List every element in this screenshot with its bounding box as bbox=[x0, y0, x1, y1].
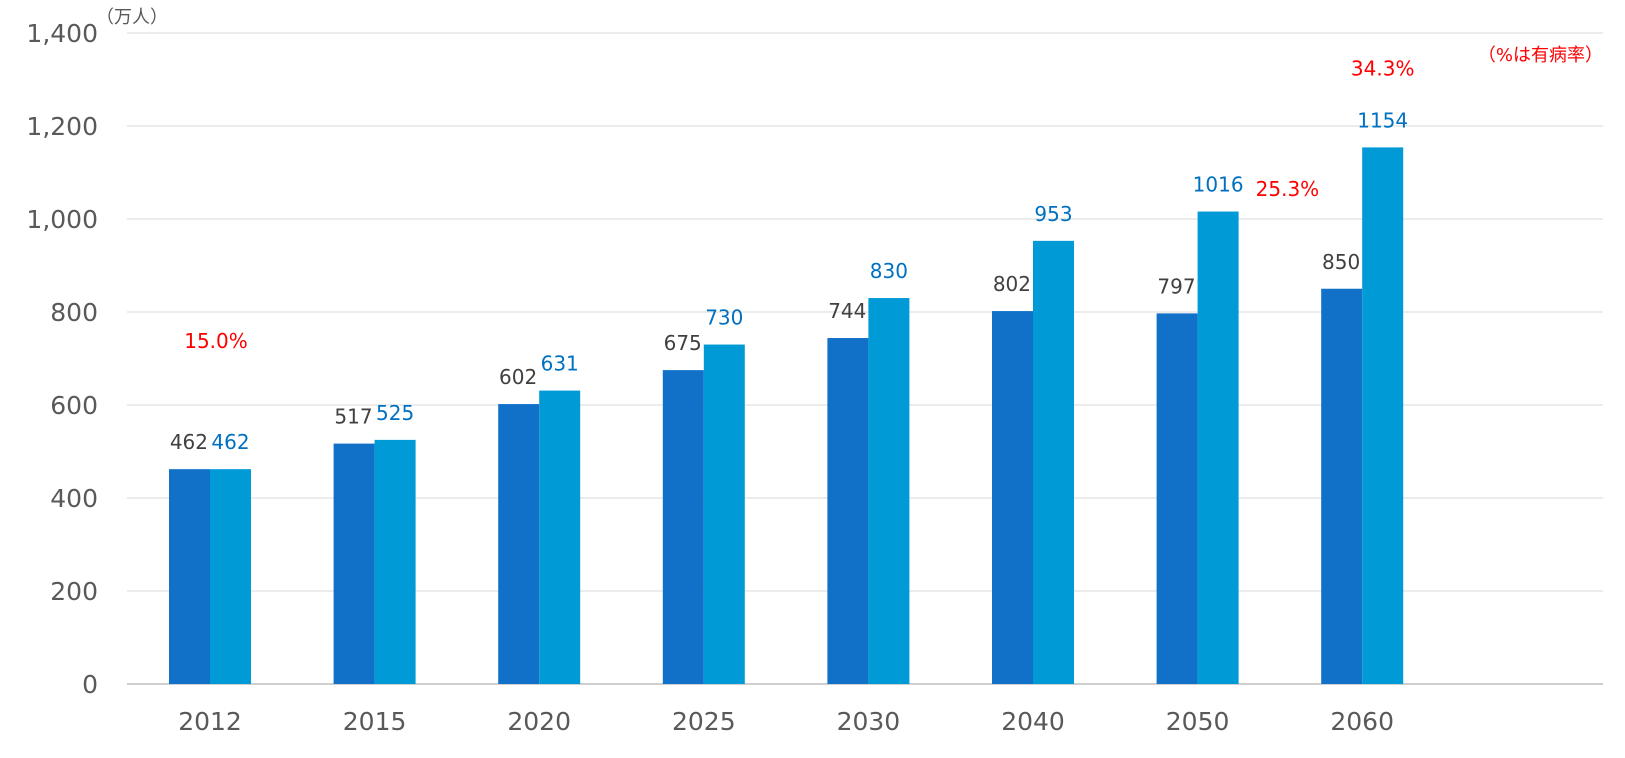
y-tick-label: 1,200 bbox=[26, 112, 98, 141]
y-tick-label: 600 bbox=[50, 391, 98, 420]
x-tick-label: 2040 bbox=[1001, 707, 1065, 736]
data-label: 462 bbox=[170, 430, 208, 454]
x-tick-label: 2025 bbox=[672, 707, 736, 736]
prevalence-note: （%は有病率） bbox=[1478, 45, 1603, 66]
bar-series-0 bbox=[333, 443, 375, 684]
y-tick-label: 1,400 bbox=[26, 19, 98, 48]
bar-series-1 bbox=[868, 298, 910, 684]
bars bbox=[169, 147, 1404, 685]
prevalence-label: 15.0% bbox=[184, 329, 248, 353]
y-tick-label: 0 bbox=[82, 670, 98, 699]
x-axis: 2012 2015 2020 2025 2030 2040 2050 2060 bbox=[178, 707, 1394, 736]
data-label: 850 bbox=[1322, 250, 1360, 274]
prevalence-label: 34.3% bbox=[1351, 56, 1415, 80]
bar-series-0 bbox=[827, 338, 869, 684]
y-tick-label: 200 bbox=[50, 577, 98, 606]
x-tick-label: 2050 bbox=[1166, 707, 1230, 736]
data-label: 830 bbox=[870, 259, 908, 283]
bar-series-0 bbox=[662, 370, 704, 684]
bar-series-1 bbox=[210, 469, 251, 684]
y-axis: 0 200 400 600 800 1,000 1,200 1,400 bbox=[26, 19, 98, 699]
bar-series-0 bbox=[169, 469, 210, 684]
data-label: 602 bbox=[499, 365, 537, 389]
data-label: 517 bbox=[334, 405, 372, 429]
bar-series-0 bbox=[992, 311, 1033, 684]
x-tick-label: 2015 bbox=[343, 707, 407, 736]
unit-label: （万人） bbox=[96, 7, 168, 28]
data-label: 462 bbox=[211, 430, 249, 454]
y-tick-label: 1,000 bbox=[26, 205, 98, 234]
bar-series-1 bbox=[1197, 211, 1239, 684]
y-tick-label: 800 bbox=[50, 298, 98, 327]
x-tick-label: 2060 bbox=[1330, 707, 1394, 736]
prevalence-label: 25.3% bbox=[1256, 177, 1320, 201]
bar-series-0 bbox=[498, 404, 540, 684]
data-label: 675 bbox=[664, 331, 702, 355]
data-label: 797 bbox=[1157, 274, 1195, 298]
x-tick-label: 2012 bbox=[178, 707, 242, 736]
bar-series-0 bbox=[1156, 313, 1198, 684]
data-label: 1154 bbox=[1357, 108, 1408, 132]
data-label: 802 bbox=[993, 272, 1031, 296]
data-label: 631 bbox=[541, 352, 579, 376]
data-label: 953 bbox=[1034, 202, 1072, 226]
bar-series-1 bbox=[1362, 147, 1404, 684]
bar-series-1 bbox=[539, 390, 581, 684]
data-label: 730 bbox=[705, 306, 743, 330]
x-tick-label: 2020 bbox=[507, 707, 571, 736]
y-tick-label: 400 bbox=[50, 484, 98, 513]
bar-series-1 bbox=[1033, 240, 1074, 685]
x-tick-label: 2030 bbox=[837, 707, 901, 736]
bar-series-0 bbox=[1321, 288, 1363, 684]
bar-series-1 bbox=[703, 344, 745, 684]
bar-series-1 bbox=[374, 439, 416, 684]
data-label: 1016 bbox=[1193, 173, 1244, 197]
data-label: 525 bbox=[376, 401, 414, 425]
data-label: 744 bbox=[828, 299, 866, 323]
